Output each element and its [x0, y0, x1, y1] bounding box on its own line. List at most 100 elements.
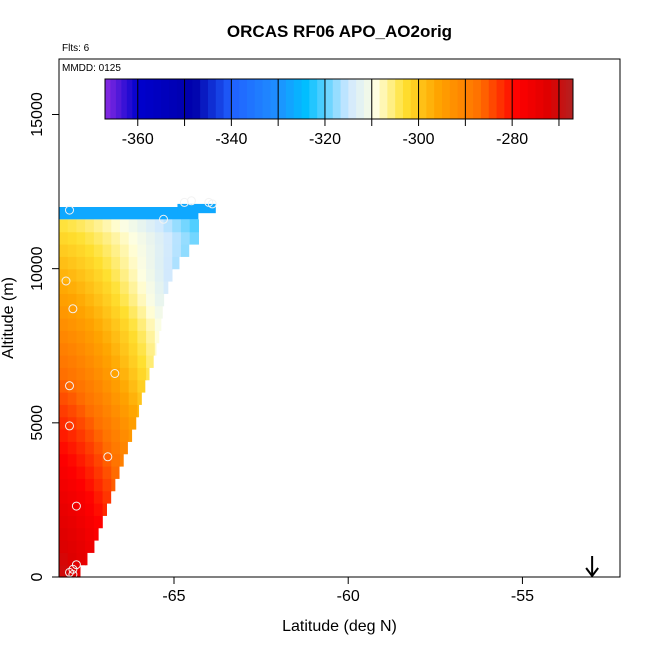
heatmap-cell	[76, 503, 86, 516]
heatmap-cell	[102, 231, 112, 245]
heatmap-cell	[67, 281, 78, 294]
heatmap-cell	[85, 527, 95, 541]
heatmap-cell	[59, 478, 69, 492]
colorbar-segment	[512, 79, 521, 119]
heatmap-cell	[67, 404, 78, 418]
heatmap-cell	[76, 527, 86, 541]
y-tick-label: 5000	[29, 405, 46, 441]
heatmap-cell	[111, 478, 116, 492]
heatmap-cell	[59, 318, 69, 331]
heatmap-cell	[102, 478, 112, 492]
colorbar-segment	[192, 79, 201, 119]
flight-point	[179, 197, 189, 207]
heatmap-cell	[111, 293, 121, 307]
colorbar-segment	[231, 79, 240, 119]
heatmap-cell	[93, 355, 104, 368]
heatmap-cell	[67, 318, 78, 331]
heatmap-cell	[102, 392, 112, 405]
heatmap-cell	[102, 355, 112, 368]
colorbar-segment	[371, 79, 381, 119]
colorbar-segment	[565, 79, 569, 119]
heatmap-cell	[119, 293, 130, 307]
heatmap-cell	[102, 318, 112, 331]
heatmap-cell	[111, 453, 121, 467]
heatmap-cell	[76, 318, 86, 331]
heatmap-cell	[85, 244, 95, 257]
heatmap-cell	[119, 404, 130, 418]
heatmap-cell	[146, 342, 156, 356]
heatmap-cell	[102, 503, 107, 516]
heatmap-cell	[67, 244, 78, 257]
heatmap-cell	[59, 305, 69, 319]
heatmap-cell	[146, 219, 156, 233]
colorbar-tick-label: -360	[122, 131, 154, 148]
colorbar-segment	[395, 79, 404, 119]
heatmap-cell	[85, 392, 95, 405]
colorbar-segment	[480, 79, 490, 119]
heatmap-cell	[76, 478, 86, 492]
heatmap-cell	[59, 527, 69, 541]
heatmap-cell	[93, 478, 104, 492]
heatmap-cell	[119, 355, 130, 368]
heatmap-cell	[76, 342, 86, 356]
heatmap-cell	[76, 564, 81, 578]
heatmap-cell	[76, 293, 86, 307]
heatmap-cell	[93, 231, 104, 245]
heatmap-cell	[154, 342, 157, 356]
heatmap-cell	[93, 268, 104, 282]
y-axis: 0 5000 10000 15000	[29, 92, 59, 581]
heatmap-cell	[85, 293, 95, 307]
heatmap-cell	[59, 281, 69, 294]
heatmap-cell	[128, 416, 137, 430]
heatmap-cell	[163, 268, 173, 282]
colorbar-segment	[126, 79, 133, 119]
heatmap-cell	[85, 404, 95, 418]
heatmap-cell	[85, 305, 95, 319]
heatmap-cell	[102, 490, 112, 504]
colorbar-segment	[561, 79, 565, 119]
colorbar-segment	[543, 79, 552, 119]
heatmap-cell	[93, 256, 104, 270]
heatmap-cell	[119, 231, 130, 245]
colorbar-segment	[402, 79, 412, 119]
heatmap-cell	[85, 355, 95, 368]
heatmap-cell	[119, 330, 130, 344]
heatmap-cell	[59, 540, 69, 553]
heatmap-cell	[93, 342, 104, 356]
heatmap-cell	[76, 441, 86, 455]
heatmap-cell	[102, 281, 112, 294]
heatmap-cell	[85, 268, 95, 282]
x-axis-label: Latitude (deg N)	[282, 618, 397, 635]
heatmap-cell	[163, 256, 173, 270]
heatmap-cell	[76, 404, 86, 418]
heatmap-cell	[154, 244, 165, 257]
colorbar-segment	[105, 79, 111, 119]
heatmap-cell	[111, 466, 120, 479]
heatmap-cell	[85, 367, 95, 381]
heatmap-cell	[137, 281, 147, 294]
heatmap-cell	[154, 219, 165, 233]
colorbar-segment	[278, 79, 287, 119]
heatmap-cell	[172, 256, 180, 270]
heatmap-cell	[102, 244, 112, 257]
colorbar-segment	[161, 79, 170, 119]
heatmap-cell	[93, 429, 104, 442]
heatmap-cell	[111, 416, 121, 430]
heatmap-cell	[137, 305, 147, 319]
y-tick-label: 15000	[29, 92, 46, 137]
heatmap-cell	[93, 244, 104, 257]
plot-frame	[58, 58, 621, 578]
heatmap-cell	[154, 293, 165, 307]
colorbar-tick-label: -320	[309, 131, 341, 148]
colorbar-segment	[551, 79, 560, 119]
heatmap-cell	[59, 392, 69, 405]
heatmap-cell	[93, 281, 104, 294]
heatmap-cell	[128, 429, 133, 442]
colorbar-frame	[104, 78, 574, 120]
heatmap-cell	[146, 367, 150, 381]
heatmap-cell	[59, 293, 69, 307]
heatmap-cell	[177, 203, 216, 214]
heatmap-cell	[59, 564, 69, 578]
heatmap-cell	[128, 342, 138, 356]
heatmap-cell	[128, 355, 138, 368]
